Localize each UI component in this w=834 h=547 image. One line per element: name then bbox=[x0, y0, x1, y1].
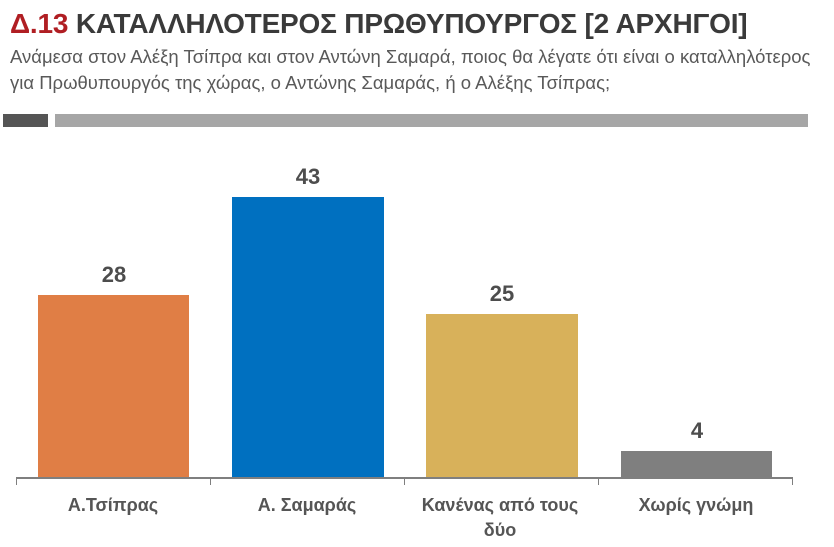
bar-chart: 28 43 25 4 Α.Τσίπρας Α. Σαμαράς Κανένας … bbox=[0, 140, 834, 547]
axis-tick bbox=[792, 477, 793, 485]
chart-title: Δ.13 ΚΑΤΑΛΛΗΛΟΤΕΡΟΣ ΠΡΩΘΥΠΟΥΡΓΟΣ [2 ΑΡΧΗ… bbox=[10, 8, 748, 40]
category-label: Α.Τσίπρας bbox=[67, 495, 159, 515]
value-label: 28 bbox=[101, 262, 127, 287]
axis-tick bbox=[210, 477, 211, 485]
axis-tick bbox=[598, 477, 599, 485]
value-label: 25 bbox=[489, 281, 515, 306]
bar-neither bbox=[426, 314, 578, 477]
bar-no-opinion bbox=[621, 451, 772, 477]
bar-tsipras bbox=[38, 295, 189, 477]
question-code: Δ.13 bbox=[10, 8, 69, 39]
question-text: Ανάμεσα στον Αλέξη Τσίπρα και στον Αντών… bbox=[10, 46, 811, 93]
bar-samaras bbox=[232, 197, 384, 477]
value-label: 43 bbox=[295, 164, 321, 189]
value-label: 4 bbox=[690, 418, 704, 443]
divider-dark bbox=[3, 114, 48, 127]
category-label: Α. Σαμαράς bbox=[257, 495, 357, 515]
title-text: ΚΑΤΑΛΛΗΛΟΤΕΡΟΣ ΠΡΩΘΥΠΟΥΡΓΟΣ [2 ΑΡΧΗΓΟΙ] bbox=[75, 8, 748, 39]
axis-tick bbox=[16, 477, 17, 485]
divider-light bbox=[55, 114, 808, 127]
axis-tick bbox=[404, 477, 405, 485]
category-label: Χωρίς γνώμη bbox=[638, 495, 754, 515]
category-label: Κανένας από τους δύο bbox=[421, 495, 579, 540]
